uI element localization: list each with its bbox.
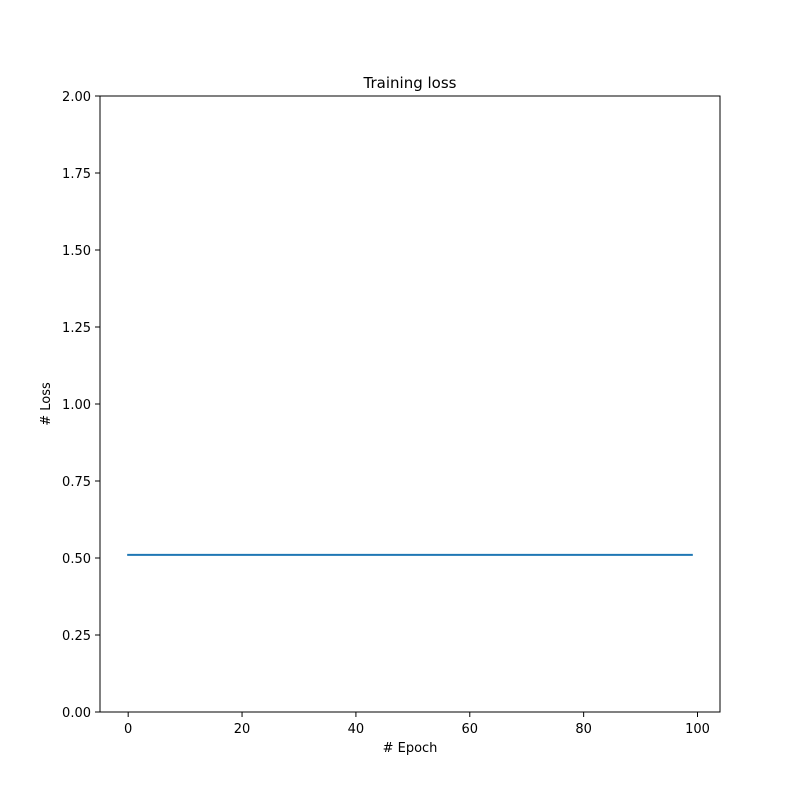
y-tick-label: 1.50 bbox=[62, 244, 91, 259]
x-axis-label: # Epoch bbox=[383, 741, 438, 756]
x-tick-label: 20 bbox=[234, 722, 251, 737]
y-tick-label: 0.75 bbox=[62, 475, 91, 490]
y-axis-label: # Loss bbox=[39, 382, 54, 426]
y-tick-label: 0.00 bbox=[62, 706, 91, 721]
y-tick-label: 0.25 bbox=[62, 629, 91, 644]
x-tick-label: 100 bbox=[685, 722, 710, 737]
y-tick-label: 2.00 bbox=[62, 90, 91, 105]
x-tick-label: 60 bbox=[462, 722, 479, 737]
chart-title: Training loss bbox=[363, 74, 457, 92]
y-tick-label: 1.25 bbox=[62, 321, 91, 336]
x-tick-label: 40 bbox=[348, 722, 365, 737]
y-tick-label: 1.00 bbox=[62, 398, 91, 413]
y-tick-label: 0.50 bbox=[62, 552, 91, 567]
plot-area: 0 20 40 60 80 100 0.00 0.25 0.50 0.75 1.00 1.25 1.50… bbox=[62, 90, 721, 737]
x-tick-label: 80 bbox=[575, 722, 592, 737]
x-tick-label: 0 bbox=[124, 722, 132, 737]
y-tick-label: 1.75 bbox=[62, 167, 91, 182]
